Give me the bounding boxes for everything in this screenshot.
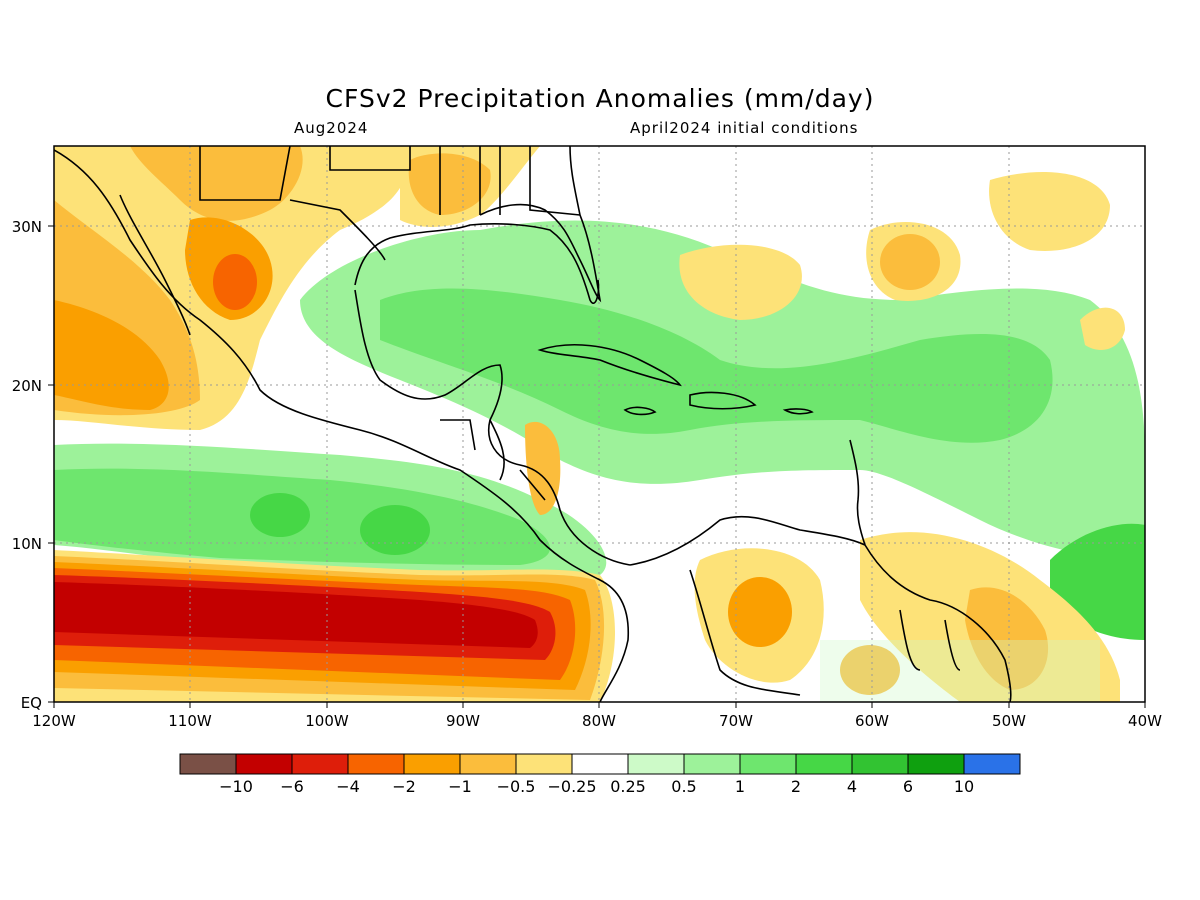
border-us-mexico bbox=[199, 146, 386, 261]
dry-region-honduras bbox=[525, 421, 561, 515]
dry-band-pacific-6 bbox=[54, 582, 538, 648]
dry-cell-venezuela bbox=[728, 577, 792, 647]
coast-south-america bbox=[629, 515, 1012, 702]
colorbar-swatch bbox=[683, 753, 741, 775]
lon-label-70w: 70W bbox=[719, 712, 753, 730]
lon-label-50w: 50W bbox=[992, 712, 1026, 730]
lon-label-40w: 40W bbox=[1128, 712, 1162, 730]
map-title: CFSv2 Precipitation Anomalies (mm/day) bbox=[325, 84, 875, 113]
precip-anomaly-field bbox=[54, 146, 1145, 702]
dry-region-atlantic-3 bbox=[989, 172, 1110, 251]
dry-region-guianas-2 bbox=[965, 587, 1049, 690]
colorbar-label: 1 bbox=[735, 777, 745, 796]
colorbar-label: −6 bbox=[280, 777, 304, 796]
colorbar-label: 4 bbox=[847, 777, 857, 796]
lat-label-30n: 30N bbox=[12, 218, 42, 236]
coast-cuba bbox=[537, 344, 682, 387]
colorbar-swatch bbox=[235, 753, 293, 775]
colorbar-swatch bbox=[627, 753, 685, 775]
lat-label-eq: EQ bbox=[21, 694, 42, 712]
dry-region-us-south-2 bbox=[408, 153, 491, 215]
colorbar-label: 0.5 bbox=[671, 777, 696, 796]
colorbar-swatch bbox=[459, 753, 517, 775]
colorbar-swatch bbox=[515, 753, 573, 775]
coast-gulf-mexico bbox=[354, 223, 600, 305]
lon-axis: 120W 110W 100W 90W 80W 70W 60W 50W 40W bbox=[32, 702, 1162, 730]
border-central-america bbox=[440, 419, 546, 501]
wet-patch-amazon bbox=[820, 640, 1100, 702]
colorbar-swatch bbox=[291, 753, 349, 775]
wet-region-caribbean-core bbox=[380, 288, 1053, 443]
colorbar-label: −1 bbox=[448, 777, 472, 796]
coast-puerto-rico bbox=[782, 408, 814, 415]
colorbar-label: 10 bbox=[954, 777, 974, 796]
colorbar-swatch bbox=[739, 753, 797, 775]
colorbar-swatch bbox=[571, 753, 629, 775]
init-conditions-label: April2024 initial conditions bbox=[630, 119, 859, 137]
lat-axis: 30N 20N 10N EQ bbox=[12, 218, 54, 712]
dry-cell-mexico bbox=[213, 254, 257, 310]
lon-label-110w: 110W bbox=[168, 712, 212, 730]
lon-label-60w: 60W bbox=[855, 712, 889, 730]
colorbar-swatch bbox=[403, 753, 461, 775]
colorbar-label: −10 bbox=[219, 777, 253, 796]
colorbar-label: 2 bbox=[791, 777, 801, 796]
colorbar-label: −2 bbox=[392, 777, 416, 796]
colorbar-swatch bbox=[851, 753, 909, 775]
colorbar-label: 0.25 bbox=[610, 777, 646, 796]
colorbar-label: −0.5 bbox=[497, 777, 536, 796]
lon-label-90w: 90W bbox=[446, 712, 480, 730]
colorbar-swatch bbox=[963, 753, 1021, 775]
dry-region-atlantic-1 bbox=[679, 244, 802, 320]
lat-label-10n: 10N bbox=[12, 535, 42, 553]
lon-label-80w: 80W bbox=[582, 712, 616, 730]
colorbar-label: −0.25 bbox=[547, 777, 596, 796]
border-us-states bbox=[329, 146, 581, 216]
coast-hispaniola bbox=[689, 391, 757, 410]
graticule bbox=[54, 146, 1145, 702]
dry-cell-amazon bbox=[840, 645, 900, 695]
coast-mexico-pacific bbox=[54, 149, 630, 702]
lat-label-20n: 20N bbox=[12, 377, 42, 395]
colorbar-swatch bbox=[907, 753, 965, 775]
valid-month-label: Aug2024 bbox=[294, 119, 369, 137]
lon-label-100w: 100W bbox=[305, 712, 349, 730]
coast-lesser-antilles bbox=[849, 439, 866, 546]
coast-florida bbox=[479, 146, 602, 303]
wet-cell-2 bbox=[360, 505, 430, 555]
colorbar-label: 6 bbox=[903, 777, 913, 796]
colorbar-swatch bbox=[179, 753, 237, 775]
wet-cell-1 bbox=[250, 493, 310, 537]
colorbar-label: −4 bbox=[336, 777, 360, 796]
colorbar: −10 −6 −4 −2 −1 −0.5 −0.25 0.25 0.5 1 2 4 6 10 bbox=[179, 753, 1021, 796]
dry-cell-atlantic bbox=[880, 234, 940, 290]
coast-yucatan bbox=[354, 289, 631, 566]
coastlines bbox=[54, 146, 1012, 702]
coast-baja bbox=[119, 194, 191, 336]
coast-jamaica bbox=[623, 406, 657, 416]
colorbar-swatch bbox=[347, 753, 405, 775]
lon-label-120w: 120W bbox=[32, 712, 76, 730]
border-guianas bbox=[899, 609, 961, 671]
colorbar-swatch bbox=[795, 753, 853, 775]
dry-region-atlantic-4 bbox=[1080, 307, 1125, 350]
border-venezuela-colombia bbox=[689, 569, 801, 696]
